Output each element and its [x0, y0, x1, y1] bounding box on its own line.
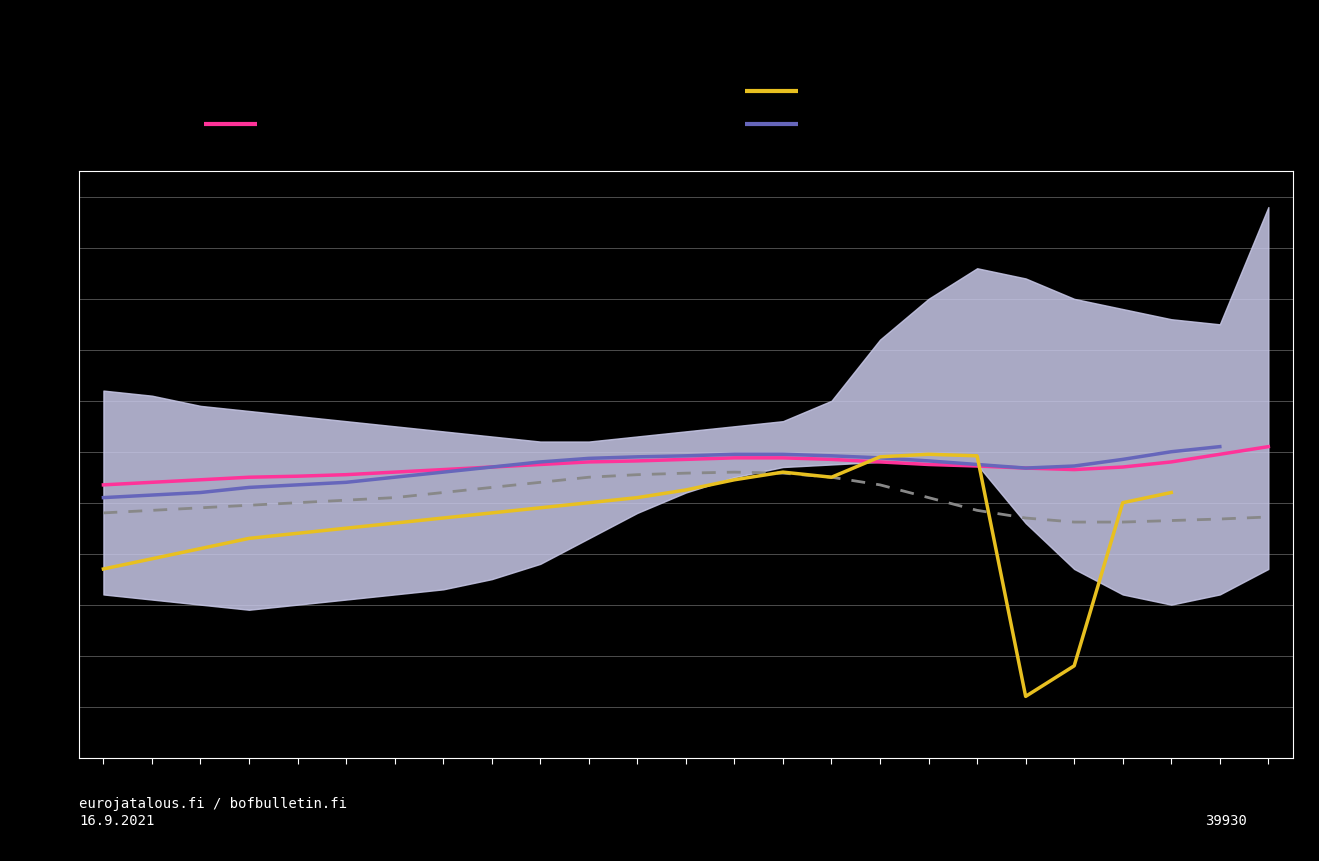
Text: eurojatalous.fi / bofbulletin.fi
16.9.2021: eurojatalous.fi / bofbulletin.fi 16.9.20… [79, 796, 347, 827]
Text: 39930: 39930 [1204, 813, 1246, 827]
